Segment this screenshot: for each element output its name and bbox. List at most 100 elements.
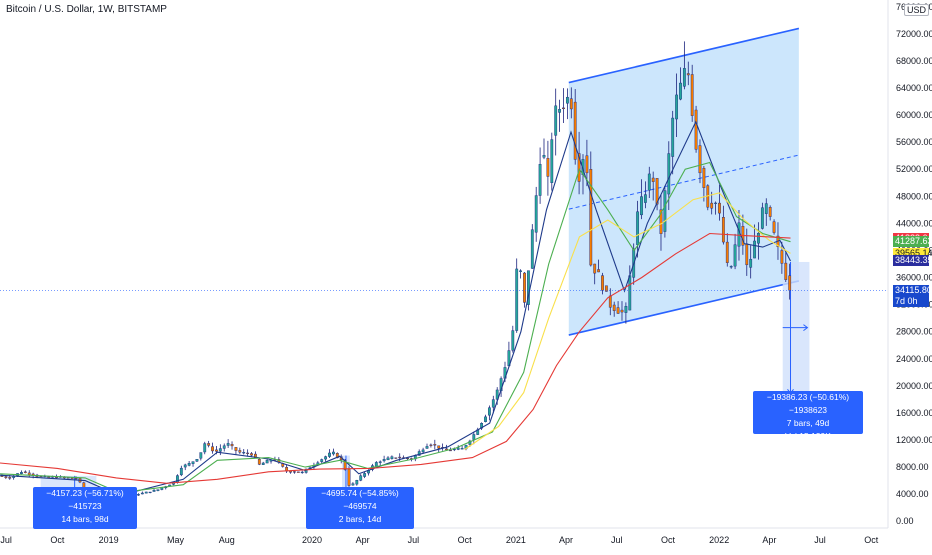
x-tick-label: Oct — [661, 535, 676, 545]
candle-body — [577, 153, 581, 182]
candle-body — [137, 494, 140, 496]
candle — [682, 41, 686, 90]
candle — [698, 139, 702, 184]
candle — [211, 442, 214, 454]
candle-body — [604, 285, 608, 292]
channel-mid-line — [568, 154, 799, 210]
candle — [433, 439, 437, 450]
candle — [363, 471, 367, 479]
candle-body — [351, 483, 355, 486]
candle-body — [386, 457, 390, 461]
channel-fill — [568, 28, 799, 336]
y-tick-label: 24000.00 — [896, 354, 932, 364]
candle-body — [211, 446, 214, 452]
price-tag-label: 41287.63 — [895, 236, 932, 247]
candle — [655, 178, 659, 211]
candle-body — [176, 475, 179, 483]
candle-body — [686, 73, 690, 76]
y-tick-label: 20000.00 — [896, 381, 932, 391]
candle — [729, 265, 733, 269]
x-tick-label: 2022 — [709, 535, 729, 545]
candle-body — [729, 266, 733, 268]
candle — [300, 470, 304, 474]
candle — [203, 441, 207, 455]
candle-body — [394, 457, 398, 459]
x-tick-label: Apr — [559, 535, 573, 545]
candle-body — [242, 452, 246, 454]
candle — [558, 99, 561, 132]
candle — [542, 138, 546, 160]
candle — [757, 222, 760, 260]
candle — [324, 455, 328, 462]
candle-body — [612, 304, 616, 311]
candle — [179, 465, 183, 477]
candle-body — [511, 330, 515, 351]
candle-body — [562, 107, 565, 110]
candle — [714, 201, 717, 215]
candle — [643, 181, 647, 209]
candle — [686, 61, 690, 86]
candle — [328, 449, 331, 459]
candle — [710, 191, 714, 215]
candle-body — [421, 449, 425, 453]
candle — [679, 67, 682, 101]
candle-body — [0, 475, 4, 477]
moving-average-ma-slow — [0, 232, 791, 484]
measure-box-2018: −4157.23 (−56.71%) −415723 14 bars, 98d … — [33, 487, 137, 537]
candle — [612, 301, 616, 317]
candle — [207, 440, 211, 448]
candle — [429, 443, 433, 448]
candle-body — [737, 222, 741, 247]
candle — [20, 470, 23, 475]
candle-body — [226, 443, 230, 446]
candle — [234, 447, 238, 455]
candle-body — [585, 155, 589, 174]
y-tick-label: 28000.00 — [896, 327, 932, 337]
candle-body — [714, 202, 717, 204]
candle-body — [55, 476, 58, 479]
candle-body — [320, 459, 324, 462]
candle-body — [491, 399, 495, 408]
candle — [148, 491, 152, 494]
candle — [725, 233, 729, 267]
candle — [640, 179, 643, 220]
candle — [23, 470, 27, 474]
candle-body — [406, 457, 409, 460]
x-tick-label: 2020 — [302, 535, 322, 545]
price-tag-countdown: 7d 0h — [895, 295, 918, 306]
candle — [183, 463, 187, 471]
candle — [394, 457, 398, 460]
x-tick-label: Apr — [356, 535, 370, 545]
measure-2018-line-3: Vol 791.301K — [59, 527, 111, 537]
candle-body — [757, 232, 760, 244]
candle-body — [675, 94, 678, 120]
chart-title: Bitcoin / U.S. Dollar, 1W, BITSTAMP — [6, 4, 167, 15]
candle-body — [721, 217, 725, 243]
candle — [222, 443, 226, 452]
candle — [601, 272, 604, 295]
candle-body — [538, 164, 542, 196]
candle-body — [437, 445, 441, 449]
candle-body — [417, 451, 421, 456]
candle-body — [27, 472, 31, 476]
candle-body — [472, 434, 476, 440]
candle — [702, 165, 706, 202]
candle — [546, 140, 550, 196]
candle-body — [265, 459, 269, 464]
candle-body — [347, 468, 351, 486]
candle — [604, 285, 608, 292]
candle-body — [460, 448, 464, 450]
candle-body — [749, 258, 753, 268]
candle-body — [250, 453, 253, 456]
candle-body — [745, 243, 749, 266]
candle-body — [160, 487, 164, 490]
candle-body — [788, 275, 792, 291]
currency-badge[interactable]: USD — [904, 4, 930, 16]
candle-body — [378, 461, 382, 463]
candle-body — [20, 472, 23, 474]
candle-body — [199, 452, 203, 459]
candle-body — [144, 491, 148, 494]
y-tick-label: 0.00 — [896, 516, 914, 526]
